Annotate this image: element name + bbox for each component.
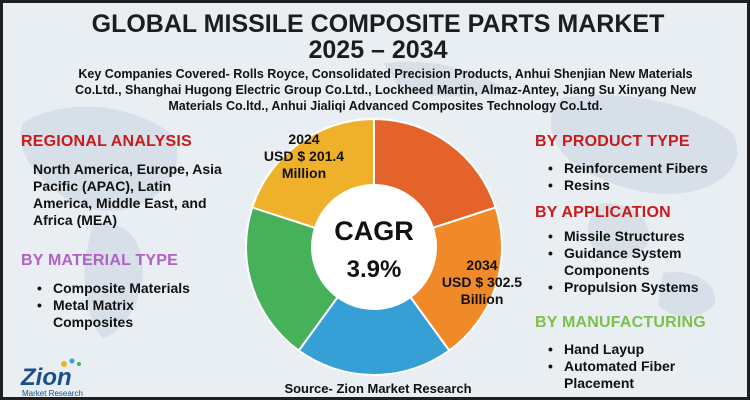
label-2024: 2024 USD $ 201.4 Million <box>249 131 359 182</box>
source-text: Source- Zion Market Research <box>284 381 472 396</box>
key-companies-text: Key Companies Covered- Rolls Royce, Cons… <box>75 67 696 113</box>
manufacturing-heading: BY MANUFACTURING <box>535 314 706 331</box>
title-years: 2025 – 2034 <box>308 36 448 64</box>
application-list: Missile Structures Guidance System Compo… <box>546 228 741 296</box>
list-item: Composite Materials <box>35 280 235 297</box>
list-item: Metal Matrix Composites <box>35 297 203 331</box>
logo-tagline: Market Research <box>22 389 83 398</box>
value-2024: USD $ 201.4 <box>263 148 345 164</box>
value-2034: USD $ 302.5 <box>441 274 523 290</box>
donut-segment <box>297 245 451 376</box>
list-item: Missile Structures <box>546 228 741 245</box>
list-item: Reinforcement Fibers <box>546 160 746 177</box>
unit-2024: Million <box>281 165 327 181</box>
market-donut-chart <box>245 117 503 376</box>
cagr-value: 3.9% <box>346 256 402 283</box>
list-item: Automated Fiber Placement <box>546 358 714 392</box>
material-type-heading: BY MATERIAL TYPE <box>21 252 178 269</box>
list-item: Propulsion Systems <box>546 279 741 296</box>
unit-2034: Billion <box>460 291 504 307</box>
list-item: Hand Layup <box>546 341 741 358</box>
cagr-label: CAGR <box>334 216 414 246</box>
main-title: GLOBAL MISSILE COMPOSITE PARTS MARKET <box>91 10 665 38</box>
manufacturing-list: Hand Layup Automated Fiber Placement <box>546 341 741 392</box>
year-2024: 2024 <box>288 131 320 147</box>
list-item: Resins <box>546 177 746 194</box>
zion-logo: Zion Market Research <box>20 358 83 398</box>
year-2034: 2034 <box>466 257 498 273</box>
label-2034: 2034 USD $ 302.5 Billion <box>426 257 538 308</box>
logo-name: Zion <box>20 364 72 391</box>
list-item: Guidance System Components <box>546 245 734 279</box>
regional-analysis-text: North America, Europe, Asia Pacific (APA… <box>33 161 222 228</box>
application-heading: BY APPLICATION <box>535 204 671 221</box>
product-type-heading: BY PRODUCT TYPE <box>535 133 690 150</box>
donut-center <box>311 184 437 310</box>
product-type-list: Reinforcement Fibers Resins <box>546 160 746 194</box>
regional-analysis-heading: REGIONAL ANALYSIS <box>21 133 192 150</box>
material-type-list: Composite Materials Metal Matrix Composi… <box>35 280 235 331</box>
